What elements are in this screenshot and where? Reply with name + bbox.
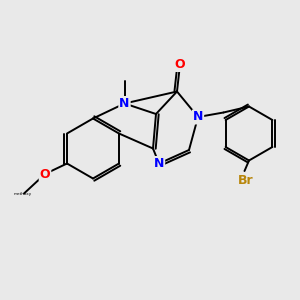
Text: N: N xyxy=(119,97,130,110)
Text: N: N xyxy=(193,110,203,124)
Text: O: O xyxy=(175,58,185,71)
Text: N: N xyxy=(154,157,164,170)
Text: Br: Br xyxy=(238,173,253,187)
Text: O: O xyxy=(40,167,50,181)
Text: methoxy: methoxy xyxy=(14,191,32,196)
